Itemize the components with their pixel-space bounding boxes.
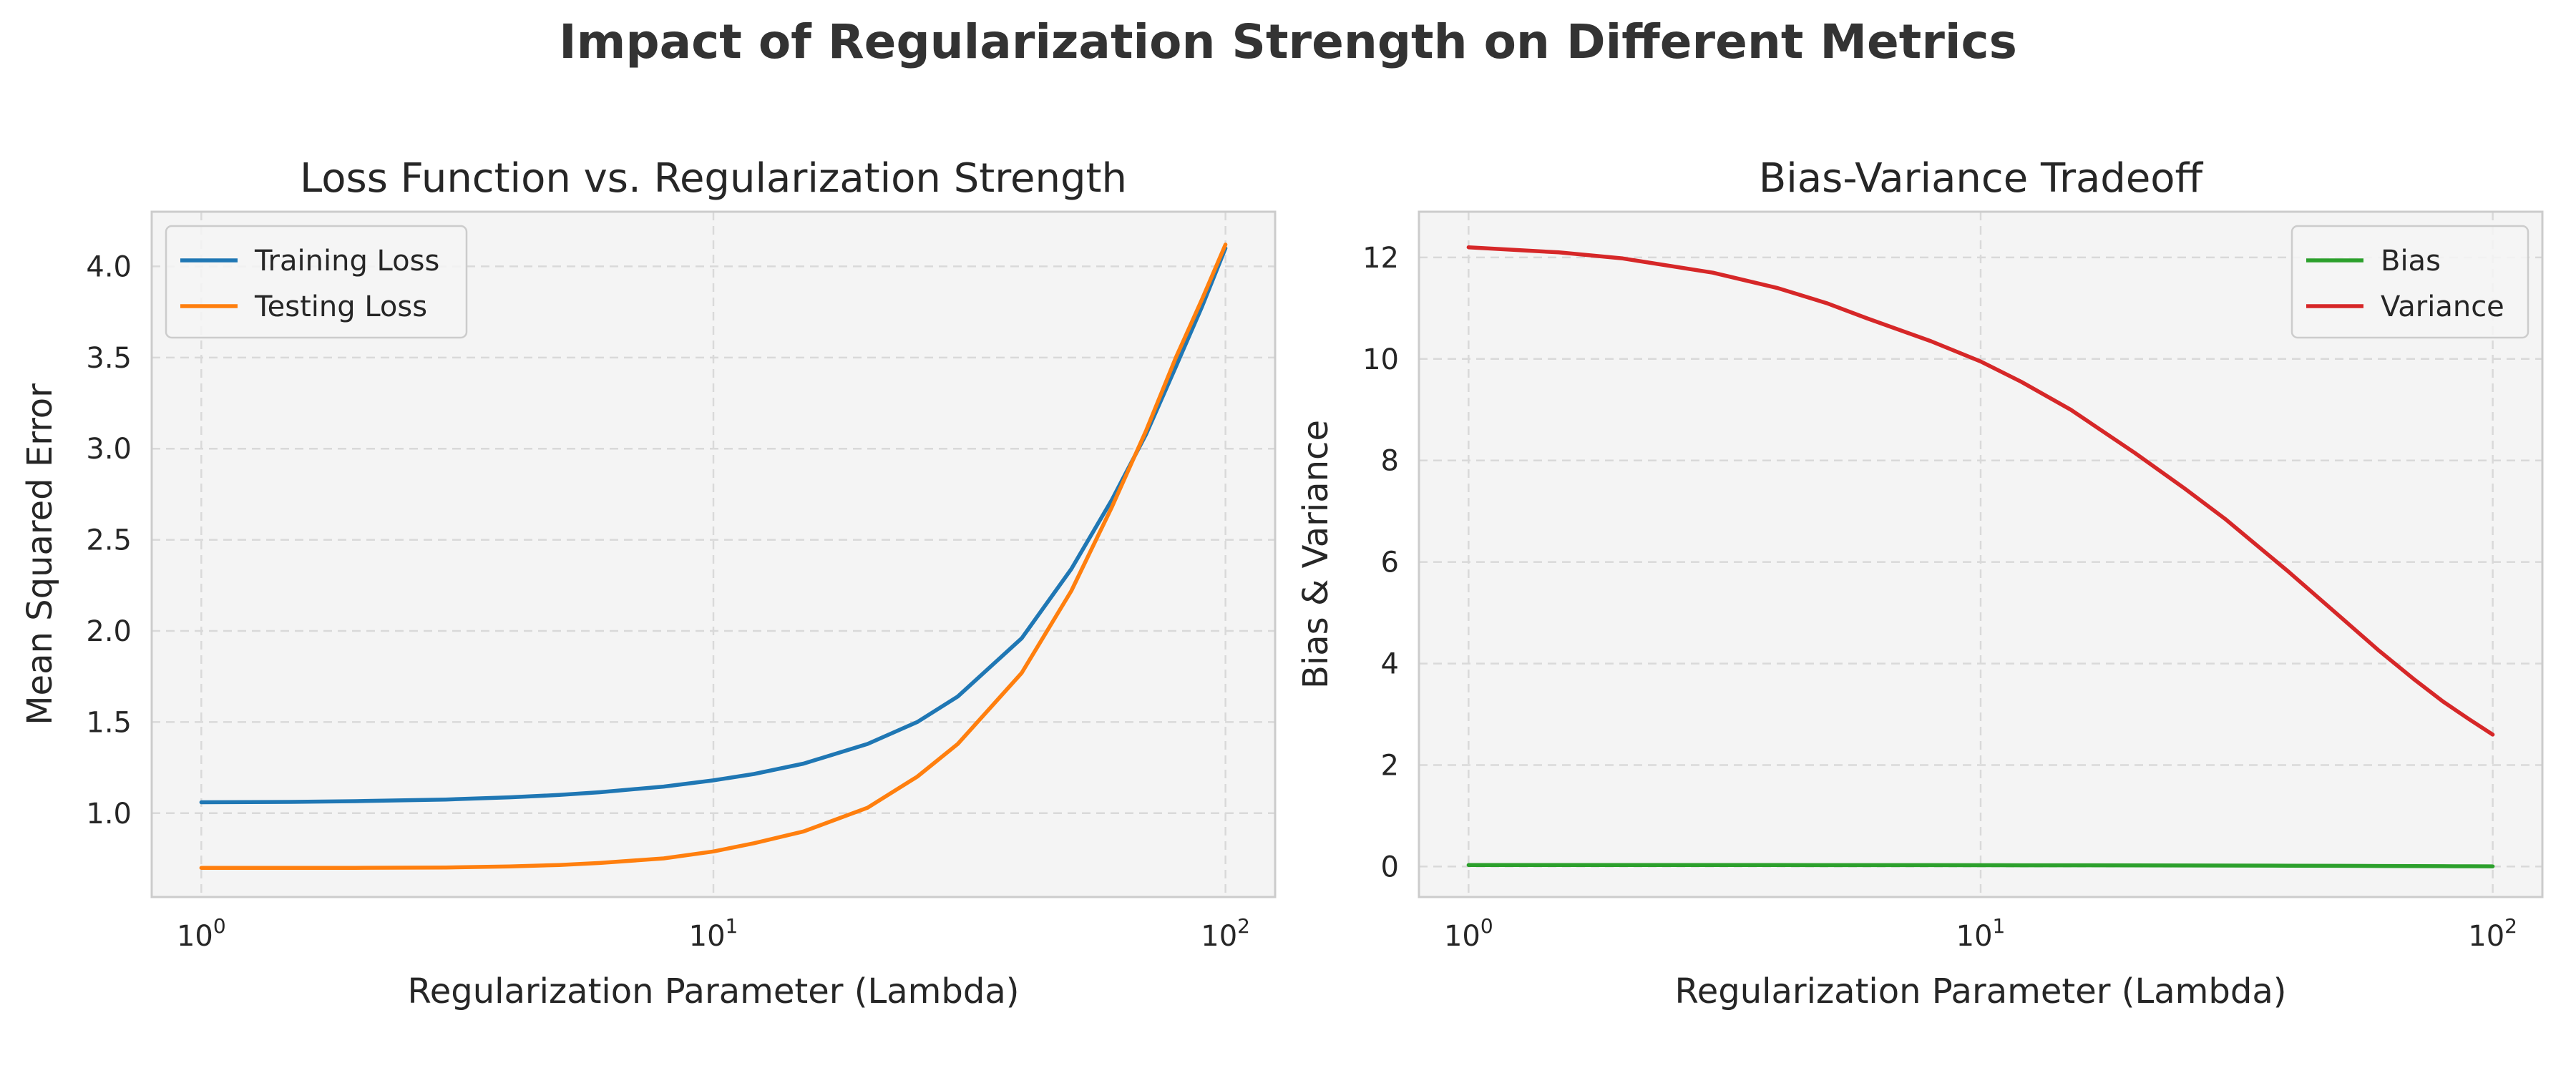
plot-border (150, 210, 1277, 898)
legend-label: Testing Loss (254, 290, 427, 323)
series-line-0 (1466, 863, 2495, 868)
legend-label: Variance (2381, 290, 2504, 323)
x-tick-label: 101 (689, 914, 738, 953)
y-tick-label: 10 (1362, 343, 1399, 376)
x-axis-label: Regularization Parameter (Lambda) (408, 971, 1020, 1011)
legend: Training Loss Testing Loss (165, 225, 468, 339)
y-axis-label: Bias & Variance (1296, 420, 1336, 689)
y-tick-label: 2.0 (86, 615, 132, 648)
figure-title: Impact of Regularization Strength on Dif… (559, 14, 2017, 69)
panel-title: Loss Function vs. Regularization Strengt… (300, 155, 1127, 202)
x-tick-label: 100 (177, 914, 226, 953)
loss-panel: 100 101 102 1.0 1.5 2.0 2.5 3.0 3.5 4.0 Loss Funct… (20, 155, 1277, 1011)
bias-variance-panel: 100 101 102 0 2 4 6 8 10 12 Bias-Variance Tradeoff… (1296, 155, 2544, 1011)
x-tick-label: 102 (2468, 914, 2517, 953)
x-tick-label: 102 (1201, 914, 1250, 953)
y-tick-label: 2 (1381, 749, 1399, 782)
series-line-1 (199, 242, 1228, 870)
legend-box (165, 225, 468, 339)
y-tick-label: 12 (1362, 242, 1399, 275)
x-tick-label: 100 (1444, 914, 1493, 953)
legend: Bias Variance (2290, 225, 2529, 339)
series-line-1 (1466, 245, 2495, 737)
y-tick-label: 3.0 (86, 433, 132, 466)
y-tick-label: 4 (1381, 648, 1399, 681)
y-tick-label: 0 (1381, 851, 1399, 883)
y-tick-label: 1.0 (86, 798, 132, 831)
x-tick-label: 101 (1956, 914, 2006, 953)
y-tick-label: 6 (1381, 547, 1399, 579)
y-axis-label: Mean Squared Error (20, 383, 60, 725)
legend-box (2290, 225, 2529, 339)
y-tick-label: 1.5 (86, 706, 132, 739)
y-tick-label: 8 (1381, 445, 1399, 478)
plot-border (1418, 210, 2544, 898)
y-tick-label: 2.5 (86, 524, 132, 557)
legend-label: Training Loss (254, 245, 439, 278)
y-tick-label: 4.0 (86, 250, 132, 283)
y-tick-label: 3.5 (86, 342, 132, 375)
legend-label: Bias (2381, 245, 2441, 278)
x-axis-label: Regularization Parameter (Lambda) (1675, 971, 2287, 1011)
panel-title: Bias-Variance Tradeoff (1759, 155, 2204, 202)
